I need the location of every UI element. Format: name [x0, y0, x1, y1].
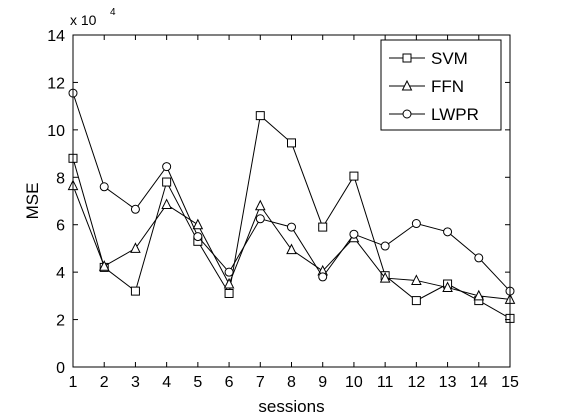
circle-marker — [318, 272, 328, 282]
circle-marker — [411, 219, 421, 229]
square-marker — [402, 53, 412, 63]
x-axis-label: sessions — [258, 397, 324, 416]
x-tick-label: 4 — [162, 374, 171, 391]
square-marker — [255, 111, 265, 121]
square-marker — [287, 138, 296, 148]
circle-marker — [443, 227, 453, 237]
triangle-marker — [442, 281, 453, 293]
x-tick-label: 2 — [100, 374, 109, 391]
y-tick-label: 8 — [56, 170, 65, 187]
y-tick-label: 12 — [47, 75, 65, 92]
legend-entry-ffn: FFN — [389, 77, 464, 96]
triangle-marker — [161, 198, 172, 210]
circle-marker — [193, 232, 203, 242]
legend-label: LWPR — [431, 105, 479, 124]
x-tick-label: 3 — [131, 374, 140, 391]
square-marker — [162, 177, 172, 187]
x-tick-label: 10 — [345, 374, 363, 391]
circle-marker — [162, 162, 172, 172]
circle-marker — [287, 222, 296, 232]
x-tick-label: 12 — [407, 374, 425, 391]
y-tick-label: 6 — [56, 218, 65, 235]
y-tick-label: 14 — [47, 28, 65, 45]
square-marker — [349, 171, 359, 181]
x-tick-label: 14 — [470, 374, 488, 391]
legend-entry-svm: SVM — [389, 49, 468, 68]
x-tick-label: 5 — [193, 374, 202, 391]
circle-marker — [402, 109, 412, 119]
triangle-marker — [473, 289, 485, 301]
y-tick-label: 10 — [47, 123, 65, 140]
legend-label: FFN — [431, 77, 464, 96]
y-tick-label: 4 — [56, 265, 65, 282]
square-marker — [130, 286, 140, 296]
circle-marker — [255, 214, 265, 224]
circle-marker — [99, 182, 109, 192]
x-tick-label: 7 — [256, 374, 265, 391]
triangle-marker — [411, 274, 422, 285]
x-tick-label: 8 — [287, 374, 296, 391]
x-tick-label: 15 — [501, 374, 519, 391]
circle-marker — [474, 253, 484, 263]
x-tick-label: 6 — [225, 374, 234, 391]
x-tick-label: 11 — [377, 374, 394, 391]
triangle-marker — [223, 277, 235, 289]
triangle-marker — [98, 260, 110, 271]
circle-marker — [380, 241, 390, 251]
y-scale-label: x 10 — [70, 12, 97, 28]
square-marker — [224, 288, 234, 298]
triangle-marker — [379, 271, 391, 283]
triangle-marker — [192, 218, 204, 230]
triangle-marker — [254, 199, 266, 211]
square-marker — [318, 222, 328, 232]
triangle-marker — [286, 243, 297, 255]
legend-box — [380, 39, 502, 131]
x-tick-label: 9 — [318, 374, 327, 391]
circle-marker — [224, 267, 234, 277]
triangle-marker — [401, 79, 413, 91]
square-marker — [411, 296, 421, 306]
x-tick-label: 13 — [439, 374, 457, 391]
triangle-marker — [130, 242, 141, 253]
legend: SVM FFN LWPR — [380, 39, 502, 131]
y-scale-exponent: 4 — [110, 7, 116, 18]
circle-marker — [130, 204, 140, 214]
legend-label: SVM — [431, 49, 468, 68]
x-tick-label: 1 — [69, 374, 78, 391]
y-tick-label: 2 — [56, 313, 65, 330]
circle-marker — [349, 229, 359, 239]
y-tick-label: 0 — [56, 360, 65, 377]
legend-entry-lwpr: LWPR — [389, 105, 479, 124]
y-axis-label: MSE — [23, 183, 42, 220]
